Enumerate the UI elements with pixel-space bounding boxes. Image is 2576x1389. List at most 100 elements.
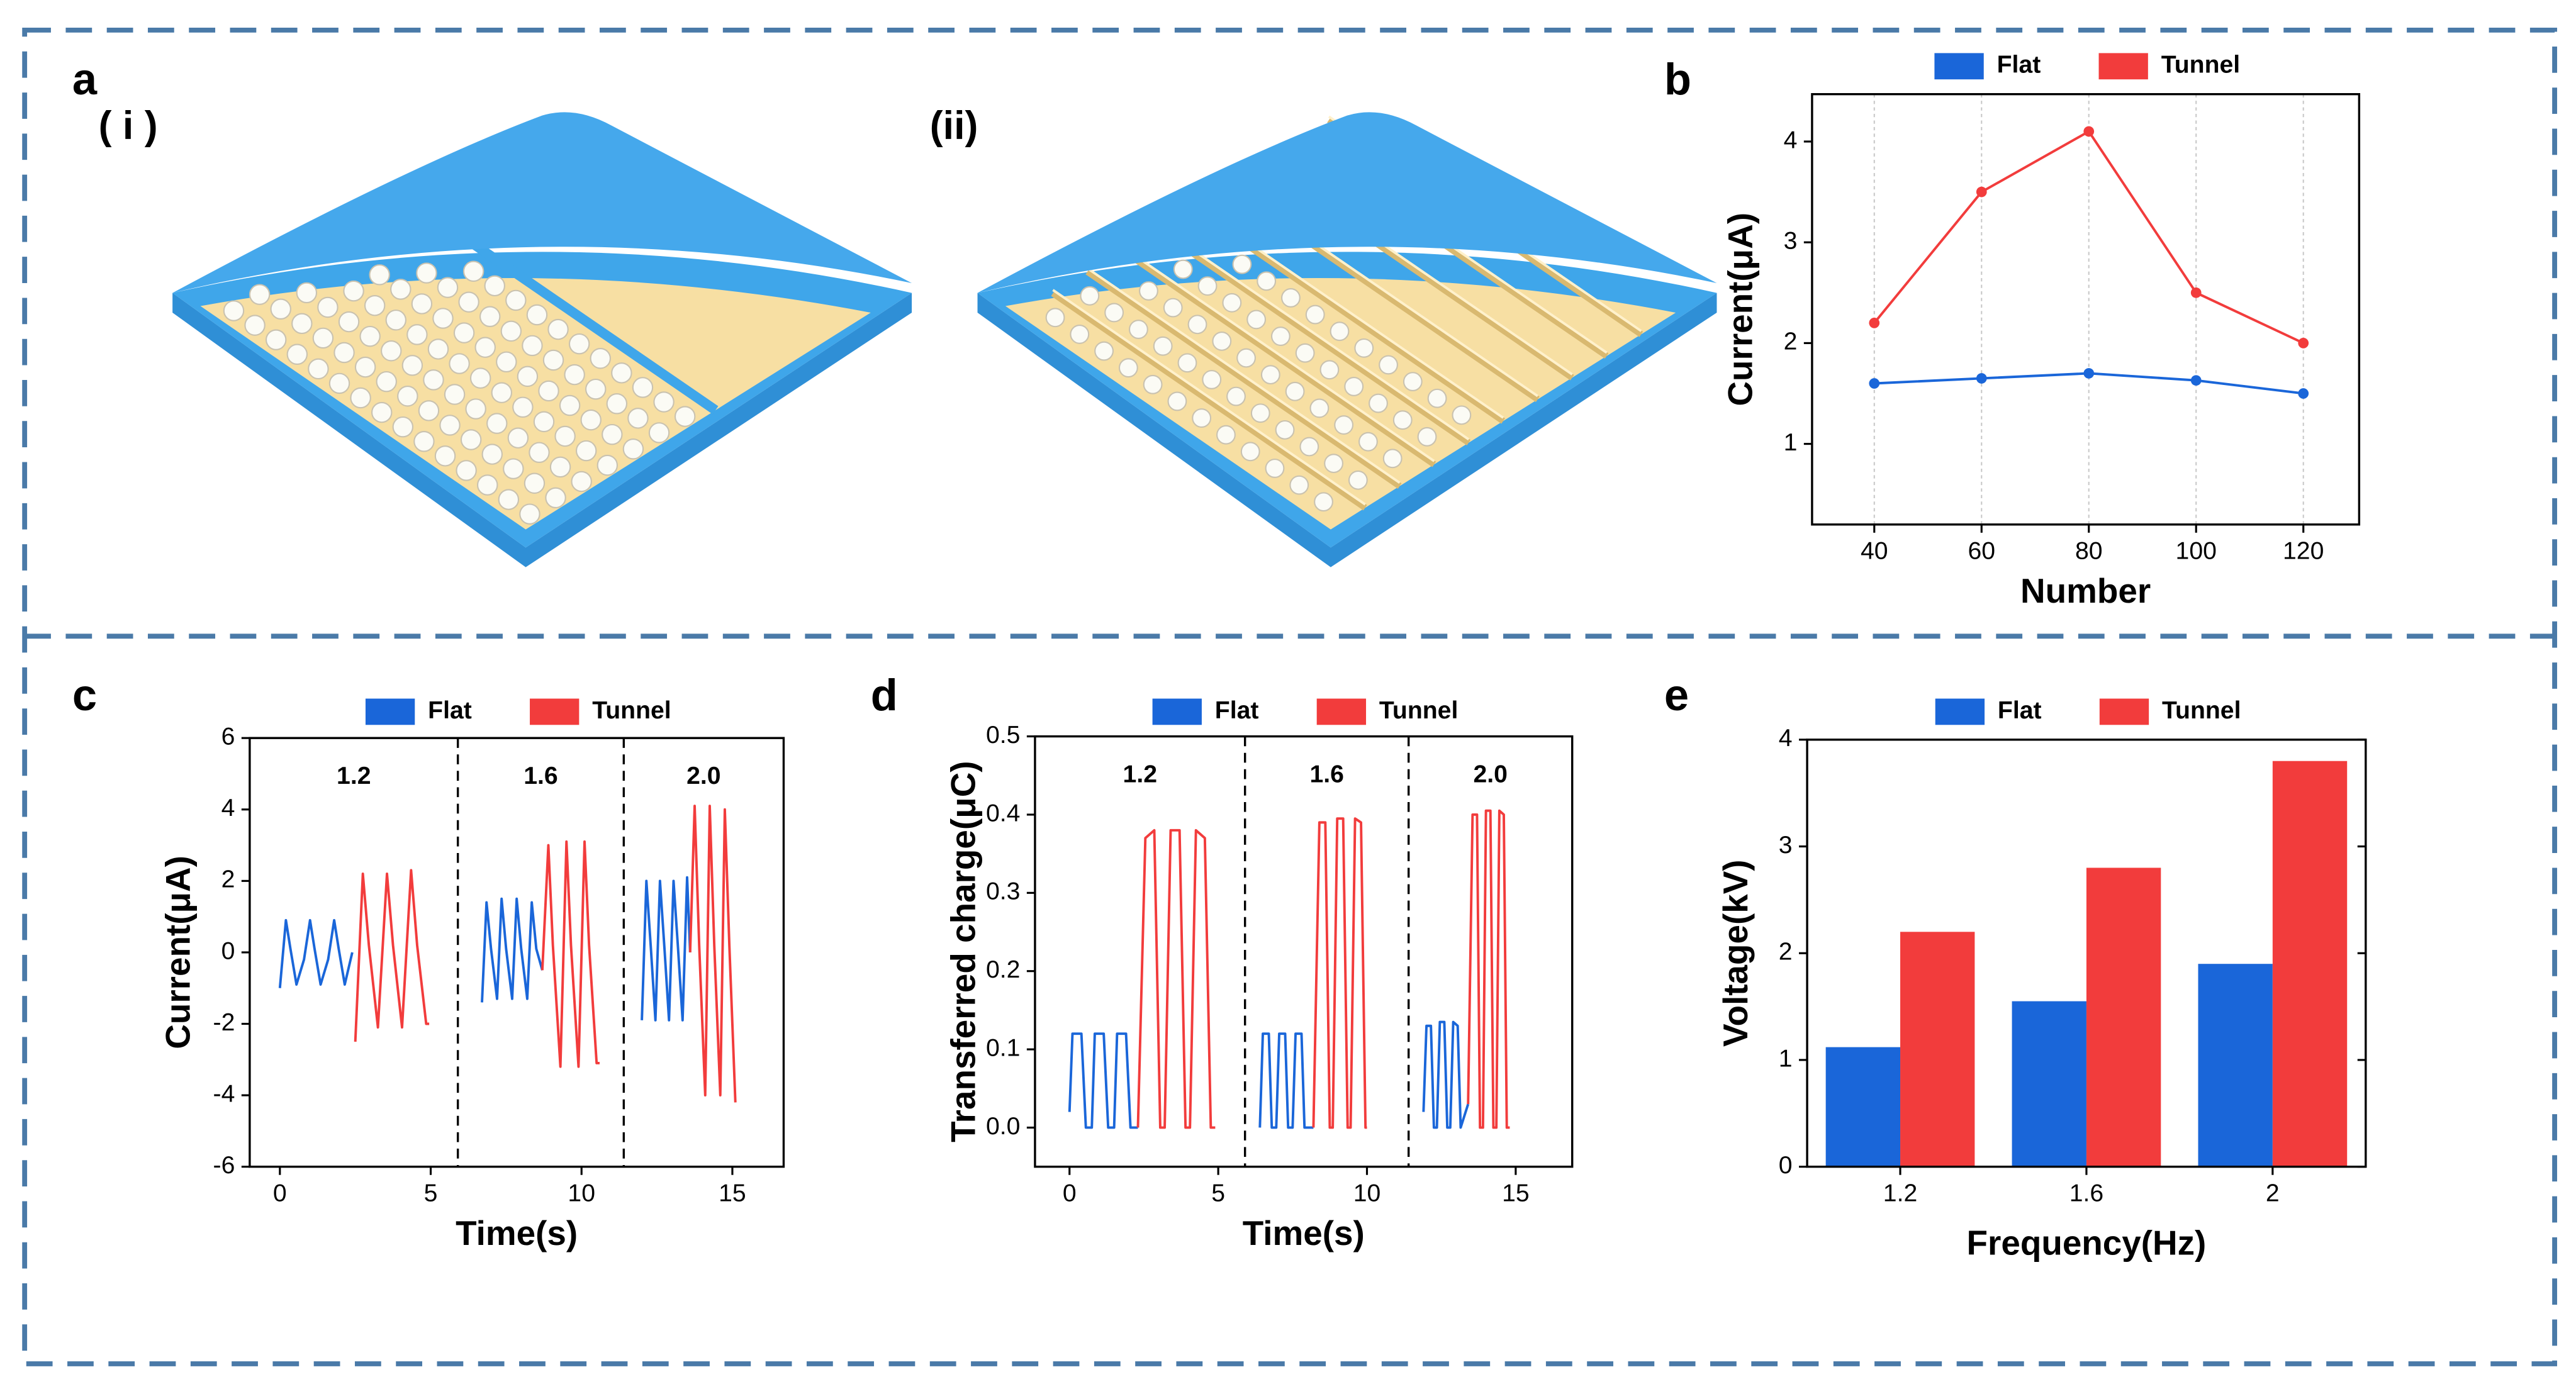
data-point [2083, 126, 2095, 137]
panel-label: d [871, 670, 898, 720]
tunnel-wall-hi [1052, 289, 1366, 506]
data-point [2298, 338, 2309, 349]
ball [1167, 391, 1187, 411]
x-axis-label: Frequency(Hz) [1967, 1223, 2207, 1262]
data-line [278, 876, 692, 1022]
ball [1139, 281, 1158, 301]
ball [491, 382, 512, 403]
ball [291, 313, 313, 335]
ball [1080, 286, 1100, 306]
y-tick-label: 3 [1779, 832, 1793, 859]
ball [1403, 372, 1423, 392]
ball [1314, 492, 1333, 512]
annotation: 2.0 [1473, 761, 1507, 788]
y-tick-label: 6 [221, 723, 235, 750]
y-axis-label: Voltage(kV) [1716, 859, 1755, 1047]
ball [397, 386, 418, 407]
ball [590, 348, 611, 369]
bar [1900, 932, 1975, 1167]
ball [223, 300, 245, 321]
y-tick-label: 0.3 [986, 878, 1020, 905]
y-tick-label: 0.0 [986, 1113, 1020, 1140]
ball [333, 342, 355, 364]
ball [1118, 358, 1138, 378]
ball [286, 343, 308, 365]
legend-swatch [1935, 698, 1985, 725]
x-tick-label: 40 [1861, 537, 1888, 564]
y-axis-label: Current(μA) [1721, 213, 1760, 406]
ball [453, 322, 475, 343]
ball [296, 282, 318, 304]
ball [522, 335, 543, 357]
ball [622, 438, 644, 460]
data-line [354, 805, 737, 1103]
x-tick-label: 2 [2266, 1180, 2280, 1207]
legend-swatch [530, 698, 580, 725]
ball [359, 325, 381, 347]
ball [1285, 381, 1305, 401]
tray-lid [172, 112, 912, 293]
ball [338, 311, 360, 333]
legend-swatch [1152, 698, 1202, 725]
ball [653, 391, 675, 413]
ball [270, 298, 291, 320]
ball [1257, 271, 1277, 291]
y-tick-label: 2 [1784, 328, 1798, 355]
x-tick-label: 80 [2075, 537, 2103, 564]
ball [477, 474, 498, 496]
ball [627, 408, 649, 429]
ball [1295, 343, 1315, 363]
annotation: 1.6 [524, 762, 557, 789]
x-axis-label: Time(s) [456, 1213, 578, 1252]
x-tick-label: 1.2 [1883, 1180, 1917, 1207]
ball [545, 487, 566, 509]
ball [611, 362, 632, 384]
panel-label: c [72, 670, 97, 720]
y-tick-label: 4 [1779, 725, 1793, 752]
annotation: 1.2 [337, 762, 371, 789]
ball [500, 320, 522, 342]
ball [376, 371, 397, 393]
ball [1392, 410, 1413, 430]
y-tick-label: 0.1 [986, 1034, 1020, 1061]
ball [498, 489, 520, 510]
ball [571, 471, 592, 493]
ball [418, 400, 440, 421]
ball [512, 396, 534, 418]
x-tick-label: 15 [1502, 1180, 1530, 1207]
y-tick-label: -4 [213, 1080, 235, 1107]
ball [1222, 293, 1242, 313]
ball [406, 324, 428, 345]
ball [1177, 353, 1197, 373]
data-point [2083, 368, 2095, 379]
x-tick-label: 5 [424, 1180, 438, 1207]
bar [2272, 761, 2348, 1167]
tunnel-wall-hi [1087, 267, 1401, 484]
ball [1382, 449, 1403, 469]
y-tick-label: 0 [221, 937, 235, 964]
plot-frame [1806, 739, 2367, 1168]
ball [602, 423, 623, 445]
ball [479, 306, 501, 327]
x-tick-label: 0 [1063, 1180, 1077, 1207]
ball [1260, 365, 1280, 385]
annotation: 2.0 [686, 762, 720, 789]
legend-swatch [1934, 53, 1984, 80]
ball [1236, 348, 1256, 368]
ball [1128, 320, 1148, 339]
ball [416, 262, 437, 284]
ball [1324, 454, 1343, 474]
ball [458, 291, 479, 313]
ball [559, 394, 581, 416]
ball [343, 280, 364, 302]
x-axis-label: Number [2020, 571, 2151, 610]
plot-frame [249, 737, 785, 1168]
ball [542, 349, 564, 371]
y-tick-label: 2 [221, 866, 235, 893]
data-point [2190, 287, 2202, 298]
tunnel-wall [1120, 247, 1436, 467]
ball [606, 393, 628, 415]
ball [524, 472, 546, 494]
x-tick-label: 10 [568, 1180, 595, 1207]
ball [529, 442, 550, 464]
